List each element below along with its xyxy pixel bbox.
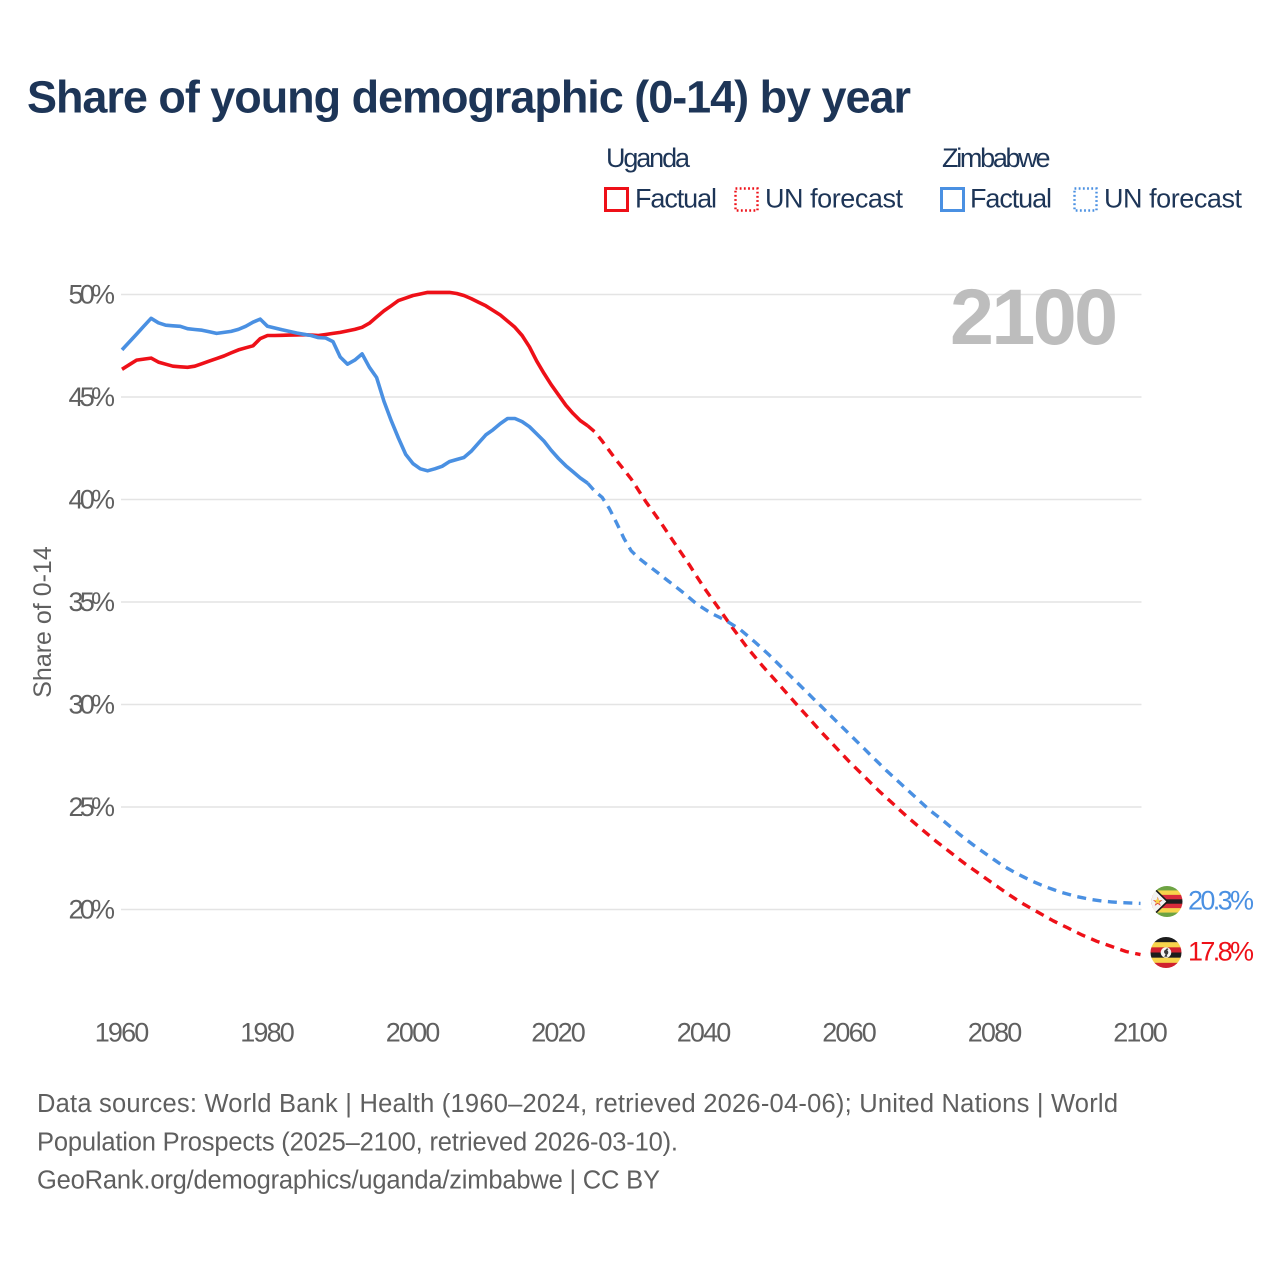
svg-text:25%: 25% [69, 792, 116, 822]
svg-text:Factual: Factual [635, 184, 717, 214]
svg-text:2080: 2080 [968, 1018, 1023, 1048]
svg-text:1960: 1960 [95, 1018, 150, 1048]
svg-text:UN forecast: UN forecast [1104, 184, 1242, 214]
svg-text:35%: 35% [69, 587, 116, 617]
svg-text:1980: 1980 [240, 1018, 295, 1048]
svg-text:UN forecast: UN forecast [765, 184, 903, 214]
svg-text:45%: 45% [69, 382, 116, 412]
svg-text:40%: 40% [69, 485, 116, 515]
svg-text:30%: 30% [69, 690, 116, 720]
svg-text:2100: 2100 [950, 272, 1118, 361]
svg-text:20.3%: 20.3% [1188, 886, 1254, 916]
svg-text:Factual: Factual [970, 184, 1052, 214]
svg-text:GeoRank.org/demographics/ugand: GeoRank.org/demographics/uganda/zimbabwe… [37, 1167, 660, 1195]
svg-text:2000: 2000 [386, 1018, 441, 1048]
svg-text:2060: 2060 [822, 1018, 877, 1048]
svg-text:Data sources: World Bank | Hea: Data sources: World Bank | Health (1960–… [37, 1090, 1118, 1118]
svg-text:2100: 2100 [1113, 1018, 1168, 1048]
svg-text:50%: 50% [69, 280, 116, 310]
svg-text:Share of young demographic (0-: Share of young demographic (0-14) by yea… [27, 72, 911, 123]
svg-text:20%: 20% [69, 895, 116, 925]
svg-text:Zimbabwe: Zimbabwe [942, 143, 1051, 173]
svg-text:Population Prospects (2025–210: Population Prospects (2025–2100, retriev… [37, 1129, 678, 1157]
svg-text:2040: 2040 [677, 1018, 732, 1048]
svg-text:Share of 0-14: Share of 0-14 [29, 546, 57, 698]
svg-text:Uganda: Uganda [606, 143, 691, 173]
svg-text:17.8%: 17.8% [1188, 937, 1254, 967]
svg-text:2020: 2020 [531, 1018, 586, 1048]
